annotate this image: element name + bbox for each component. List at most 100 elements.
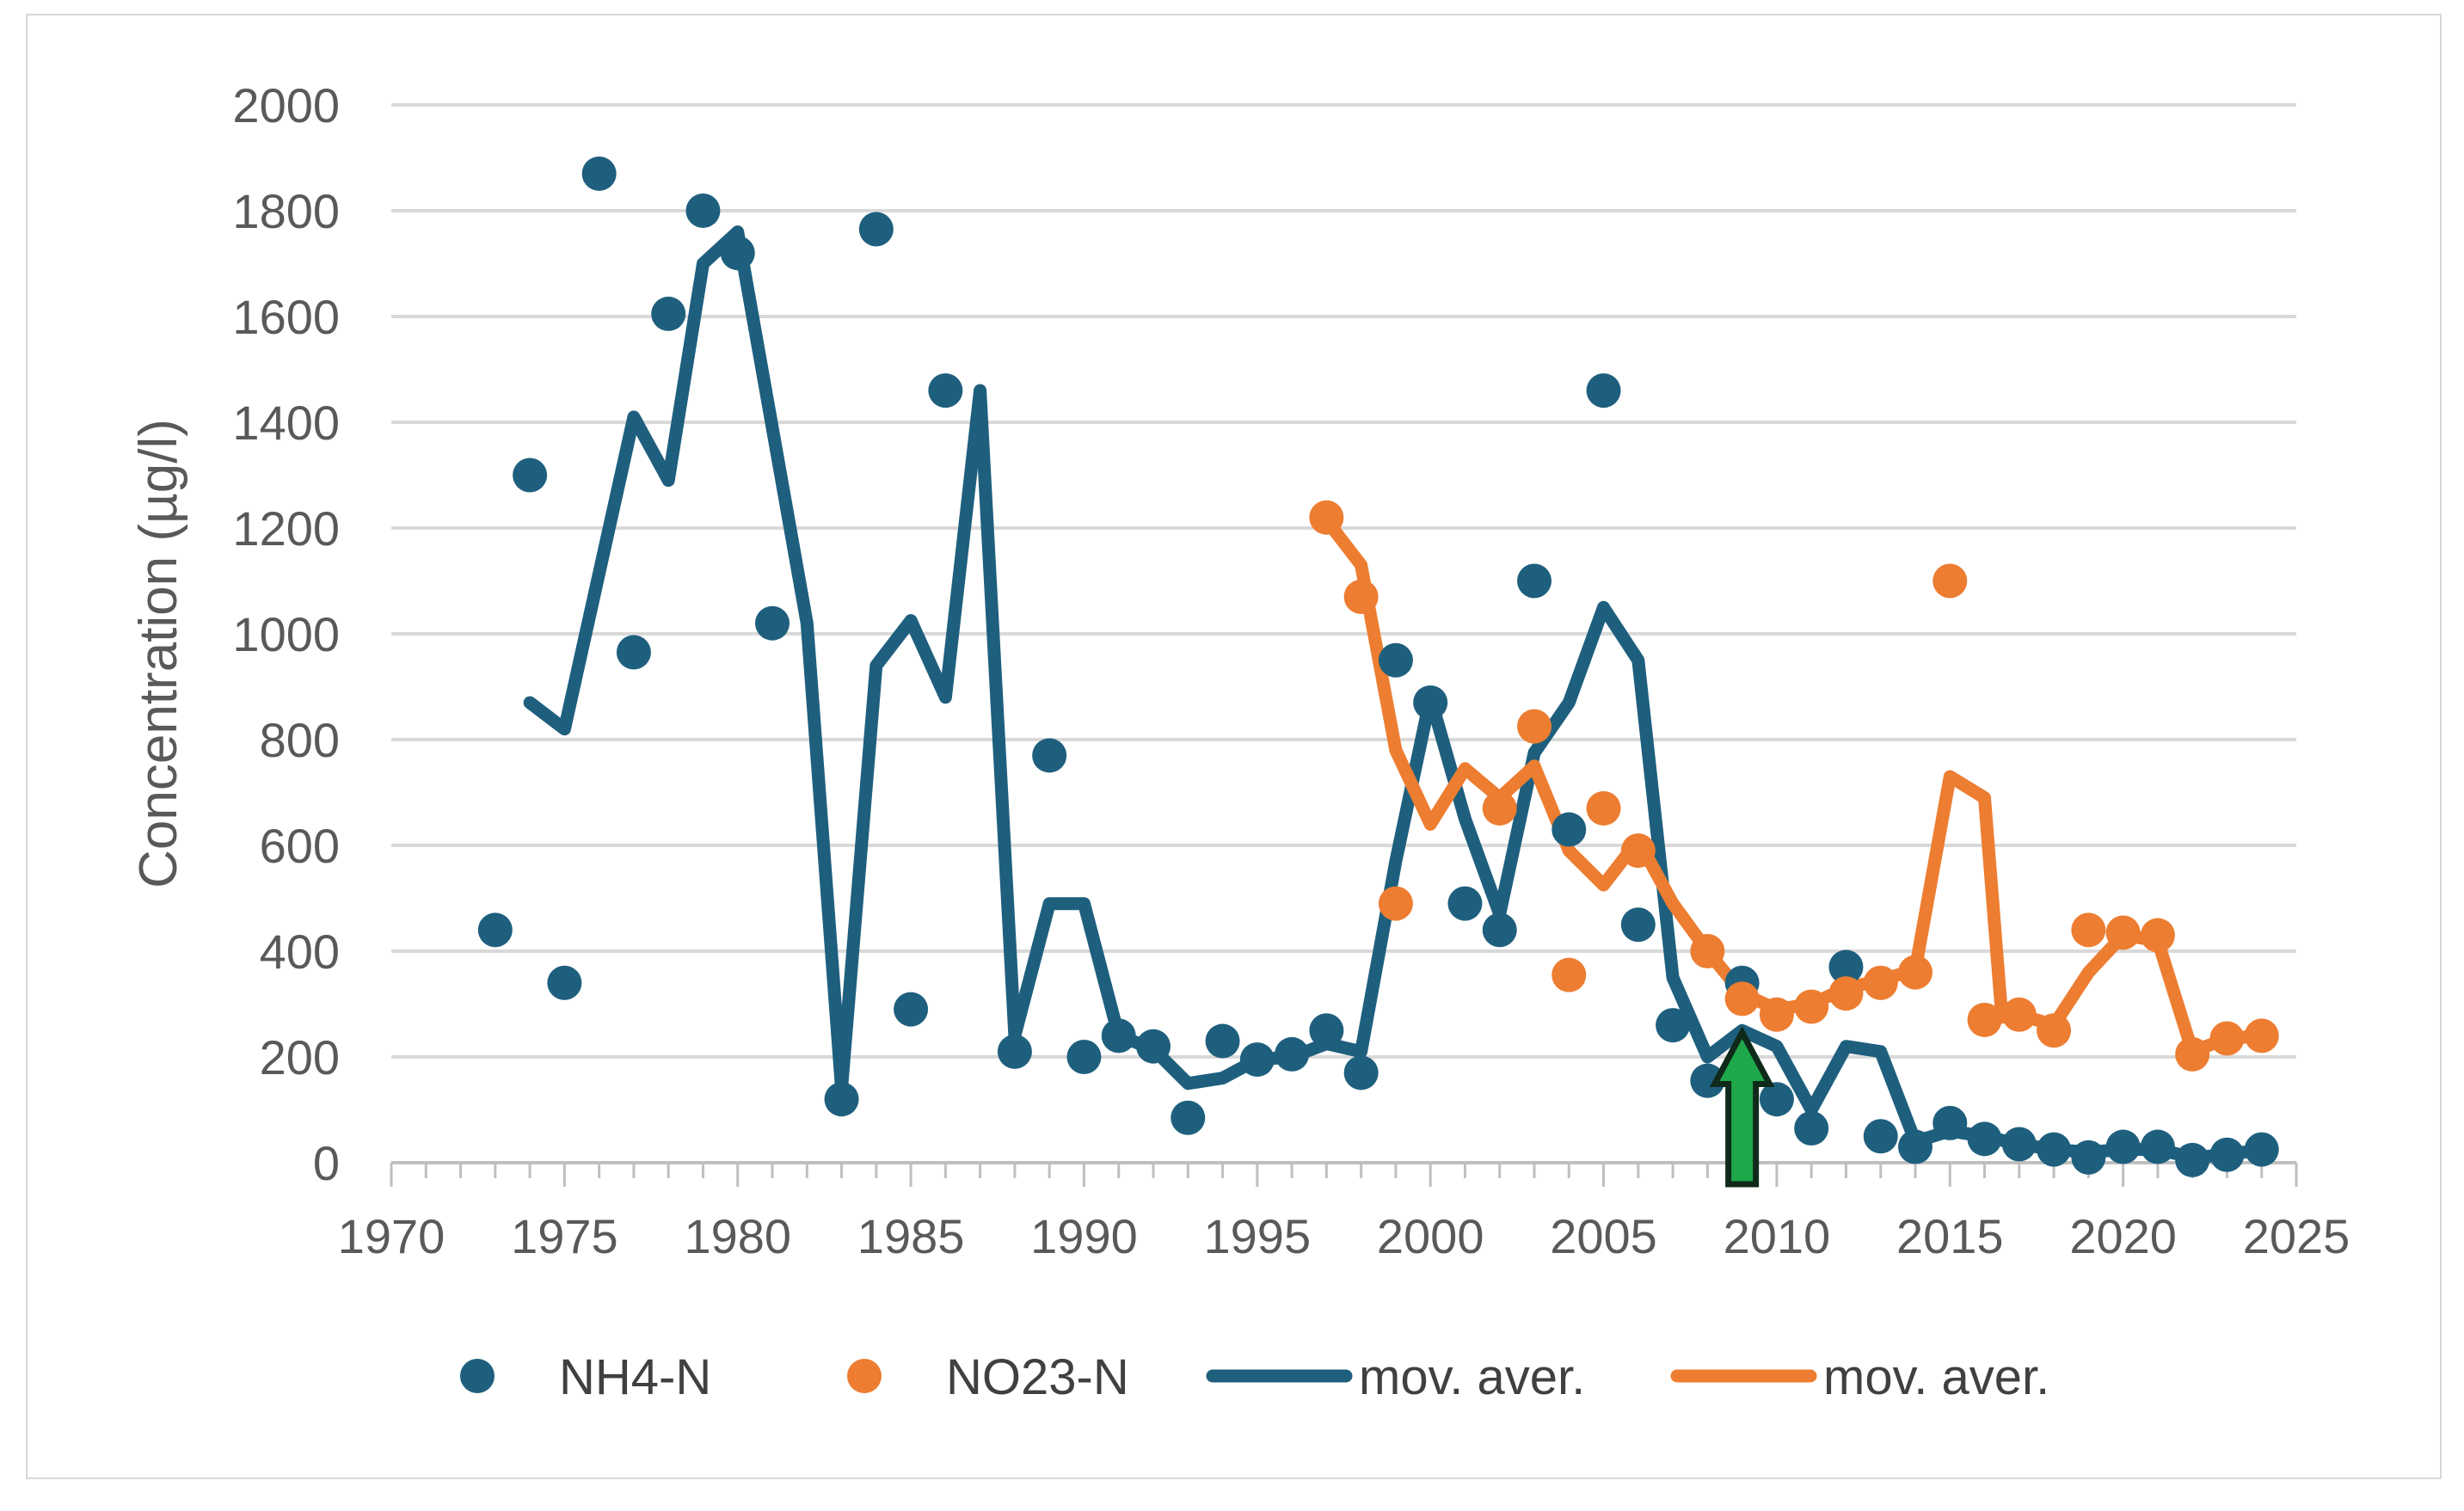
arrow-marker (1709, 1026, 1775, 1188)
data-point-nh4-n-2006 (1620, 907, 1656, 943)
data-point-no23-n-2021 (2140, 918, 2175, 953)
data-point-no23-n-2020 (2105, 915, 2141, 950)
scatter-points (477, 156, 2279, 1177)
data-point-no23-n-2019 (2071, 912, 2106, 948)
data-point-nh4-n-2002 (1482, 912, 1517, 948)
x-tick-label-2000: 2000 (1377, 1209, 1484, 1263)
data-point-nh4-n-1990 (1066, 1040, 1102, 1074)
y-tick-label-1800: 1800 (232, 184, 340, 238)
data-point-no23-n-2016 (1967, 1002, 2002, 1037)
data-point-no23-n-2013 (1863, 965, 1898, 1000)
data-point-nh4-n-2000 (1413, 685, 1448, 720)
data-point-nh4-n-2010 (1759, 1082, 1794, 1117)
legend-label-2: mov. aver. (1359, 1349, 1585, 1405)
y-tick-label-1200: 1200 (232, 501, 340, 556)
data-point-nh4-n-2013 (1863, 1119, 1898, 1154)
data-point-no23-n-2004 (1552, 957, 1587, 992)
data-point-nh4-n-2019 (2071, 1139, 2106, 1175)
legend: NH4-N NO23-N mov. aver. mov. aver. (460, 1349, 2049, 1405)
x-tick-label-1990: 1990 (1030, 1209, 1138, 1263)
data-point-nh4-n-1976 (581, 156, 617, 191)
data-point-nh4-n-1989 (1032, 738, 1067, 773)
data-point-nh4-n-1999 (1378, 642, 1413, 678)
legend-label-0: NH4-N (559, 1349, 711, 1405)
data-point-nh4-n-2014 (1898, 1129, 1932, 1164)
data-point-no23-n-2022 (2175, 1036, 2210, 1072)
data-point-nh4-n-2015 (1932, 1105, 1968, 1140)
y-tick-label-400: 400 (260, 924, 340, 979)
x-tick-labels: 1970 1975 1980 1985 1990 1995 2000 2005 2010 2015… (338, 1209, 2350, 1263)
axes (390, 1161, 2298, 1187)
gridlines (391, 103, 2296, 1059)
data-point-nh4-n-1996 (1275, 1036, 1310, 1072)
data-point-nh4-n-1975 (547, 965, 582, 1000)
data-point-no23-n-2024 (2244, 1018, 2279, 1053)
data-point-nh4-n-1980 (720, 236, 755, 271)
legend-marker-0 (460, 1359, 495, 1393)
data-point-no23-n-1999 (1378, 886, 1413, 921)
y-tick-label-200: 200 (260, 1030, 340, 1084)
moving-average-lines (523, 225, 2269, 1164)
data-point-no23-n-2012 (1828, 976, 1864, 1011)
data-point-nh4-n-1986 (928, 373, 963, 408)
x-tick-label-2020: 2020 (2069, 1209, 2177, 1263)
legend-label-3: mov. aver. (1823, 1349, 2049, 1405)
x-tick-label-1985: 1985 (857, 1209, 965, 1263)
data-point-nh4-n-1973 (477, 912, 513, 948)
legend-marker-1 (847, 1359, 882, 1393)
data-point-nh4-n-2016 (1967, 1121, 2002, 1157)
x-tick-label-2005: 2005 (1550, 1209, 1657, 1263)
data-point-nh4-n-2004 (1552, 812, 1587, 847)
data-point-no23-n-2010 (1759, 997, 1794, 1032)
data-point-nh4-n-2012 (1828, 949, 1864, 985)
data-point-no23-n-2011 (1794, 989, 1829, 1024)
data-point-no23-n-2002 (1482, 790, 1517, 826)
data-point-nh4-n-2001 (1447, 886, 1483, 921)
data-point-nh4-n-2011 (1794, 1111, 1829, 1146)
data-point-nh4-n-1977 (616, 635, 651, 670)
data-point-nh4-n-1984 (858, 212, 894, 247)
data-point-nh4-n-1991 (1101, 1018, 1136, 1053)
y-tick-labels: 0 200 400 600 800 1000 1200 1400 1600 1800 2000 (232, 78, 340, 1190)
y-axis-title: Concentration (µg/l) (129, 419, 188, 888)
data-point-nh4-n-2022 (2175, 1142, 2210, 1177)
data-point-no23-n-2006 (1620, 833, 1656, 869)
data-point-no23-n-2018 (2037, 1013, 2072, 1048)
data-point-nh4-n-2007 (1656, 1008, 1691, 1043)
x-tick-label-1975: 1975 (511, 1209, 618, 1263)
data-point-nh4-n-1983 (824, 1082, 859, 1117)
data-point-no23-n-2017 (2001, 997, 2037, 1032)
data-point-nh4-n-2024 (2244, 1132, 2279, 1167)
data-point-nh4-n-1978 (651, 296, 686, 331)
data-point-nh4-n-1985 (894, 992, 929, 1027)
data-point-no23-n-1998 (1343, 579, 1379, 614)
data-point-nh4-n-2023 (2209, 1137, 2245, 1172)
y-tick-label-0: 0 (313, 1136, 340, 1190)
chart-frame (26, 14, 2442, 1479)
x-tick-label-1970: 1970 (338, 1209, 445, 1263)
data-point-no23-n-2014 (1898, 955, 1932, 990)
x-tick-label-1980: 1980 (684, 1209, 791, 1263)
data-point-nh4-n-1993 (1171, 1100, 1206, 1135)
y-tick-label-800: 800 (260, 713, 340, 767)
data-point-nh4-n-1998 (1343, 1055, 1379, 1090)
data-point-nh4-n-2021 (2140, 1129, 2175, 1164)
x-tick-label-1995: 1995 (1204, 1209, 1312, 1263)
y-tick-label-2000: 2000 (232, 78, 340, 132)
data-point-nh4-n-1981 (755, 605, 790, 641)
data-point-no23-n-1997 (1309, 500, 1344, 535)
data-point-no23-n-2009 (1724, 981, 1760, 1017)
data-point-no23-n-2023 (2209, 1021, 2245, 1056)
data-point-no23-n-2015 (1932, 563, 1968, 599)
data-point-no23-n-2003 (1517, 709, 1552, 744)
data-point-nh4-n-2020 (2105, 1129, 2141, 1164)
data-point-nh4-n-1979 (685, 193, 721, 228)
data-point-nh4-n-1994 (1205, 1023, 1240, 1059)
arrow-annotation (1709, 1026, 1775, 1188)
data-point-nh4-n-2008 (1690, 1063, 1725, 1098)
y-tick-label-1400: 1400 (232, 396, 340, 450)
y-tick-label-1600: 1600 (232, 290, 340, 344)
data-point-no23-n-2005 (1586, 790, 1621, 826)
data-point-nh4-n-2003 (1517, 563, 1552, 599)
